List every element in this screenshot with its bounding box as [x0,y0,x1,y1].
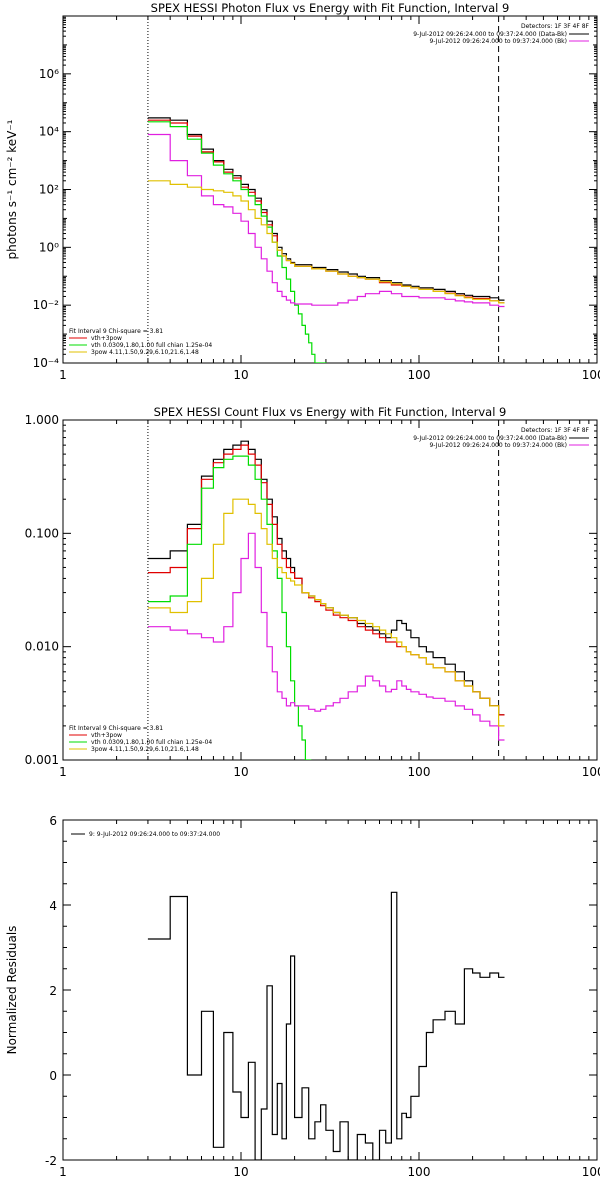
legend-detectors: Detectors: 1F 3F 4F 8F [521,427,590,434]
y-tick-label: 1.000 [25,413,59,427]
plot-frame [62,819,598,1161]
plot-frame [62,15,598,364]
series-line-1 [147,891,505,1160]
legend-entry: 9-Jul-2012 09:26:24.000 to 09:37:24.000 … [429,38,567,45]
y-tick-label: 0.100 [25,526,59,540]
series-line-3 [147,121,327,363]
chart-title: SPEX HESSI Count Flux vs Energy with Fit… [154,405,507,419]
y-tick-label: -2 [45,1154,57,1168]
series-group [147,440,505,760]
x-tick-label: 1000 [582,1165,600,1179]
legend-entry: 9-Jul-2012 09:26:24.000 to 09:37:24.000 … [413,31,567,38]
y-tick-label: 10⁰ [39,240,59,254]
y-tick-label: 10⁻⁴ [33,356,60,370]
series-line-3 [147,455,312,760]
legend-entry: 9-Jul-2012 09:26:24.000 to 09:37:24.000 … [413,435,567,442]
y-tick-label: 6 [49,814,57,828]
legend-fit-title: Fit Interval 9 Chi-square = 3.81 [69,725,163,732]
y-tick-label: 10⁴ [39,125,59,139]
y-tick-label: 0.010 [25,640,59,654]
x-tick-label: 100 [408,368,431,382]
chart-panel-2: 1 10 100 1000 0.001 0.010 0.100 1.000 Detectors:… [25,413,600,779]
y-tick-label: 0.001 [25,753,59,767]
series-line-4 [147,532,505,741]
x-tick-label: 1 [59,368,67,382]
legend-detectors: Detectors: 1F 3F 4F 8F [521,23,590,30]
legend-entry: 3pow 4.11,1.50,9.29,6.10,21.6,1.48 [91,746,199,753]
series-group [147,891,505,1160]
legend-entry: 9: 9-Jul-2012 09:26:24.000 to 09:37:24.0… [89,831,220,838]
x-tick-label: 1000 [582,368,600,382]
legend-entry: vth+3pow [91,335,122,342]
series-line-4 [147,133,505,308]
x-tick-label: 1 [59,765,67,779]
y-tick-label: 2 [49,984,57,998]
y-tick-label: 10⁶ [39,67,59,81]
legend-entry: vth 0.0309,1.80,1.00 full chian 1.25e-04 [91,739,212,746]
y-tick-label: 10² [39,183,59,197]
x-tick-label: 1000 [582,765,600,779]
y-tick-label: 10⁻² [33,298,60,312]
chart-panel-3: 1 10 100 1000 -2 0 2 4 6 Normalized Residuals 9: 9… [5,814,600,1179]
legend-entry: vth 0.0309,1.80,1.00 full chian 1.25e-04 [91,342,212,349]
x-tick-label: 100 [408,765,431,779]
y-axis-label: Normalized Residuals [5,926,19,1055]
plot-frame [62,419,598,761]
x-tick-label: 10 [233,765,248,779]
legend-entry: vth+3pow [91,732,122,739]
x-tick-label: 1 [59,1165,67,1179]
x-tick-label: 10 [233,1165,248,1179]
x-tick-label: 100 [408,1165,431,1179]
series-line-5 [147,180,505,304]
series-group [147,117,505,363]
legend-entry: 9-Jul-2012 09:26:24.000 to 09:37:24.000 … [429,442,567,449]
chart-panel-1: 1 10 100 1000 10⁻⁴ 10⁻² 10⁰ 10² 10⁴ 10⁶ photons s⁻… [5,15,600,382]
legend-entry: 3pow 4.11,1.50,9.29,6.10,21.6,1.48 [91,349,199,356]
legend-fit-title: Fit Interval 9 Chi-square = 3.81 [69,328,163,335]
y-tick-label: 4 [49,899,57,913]
x-tick-label: 10 [233,368,248,382]
series-line-5 [147,498,505,727]
y-tick-label: 0 [49,1069,57,1083]
y-axis-label: photons s⁻¹ cm⁻² keV⁻¹ [5,119,19,259]
chart-title: SPEX HESSI Photon Flux vs Energy with Fi… [151,1,510,15]
